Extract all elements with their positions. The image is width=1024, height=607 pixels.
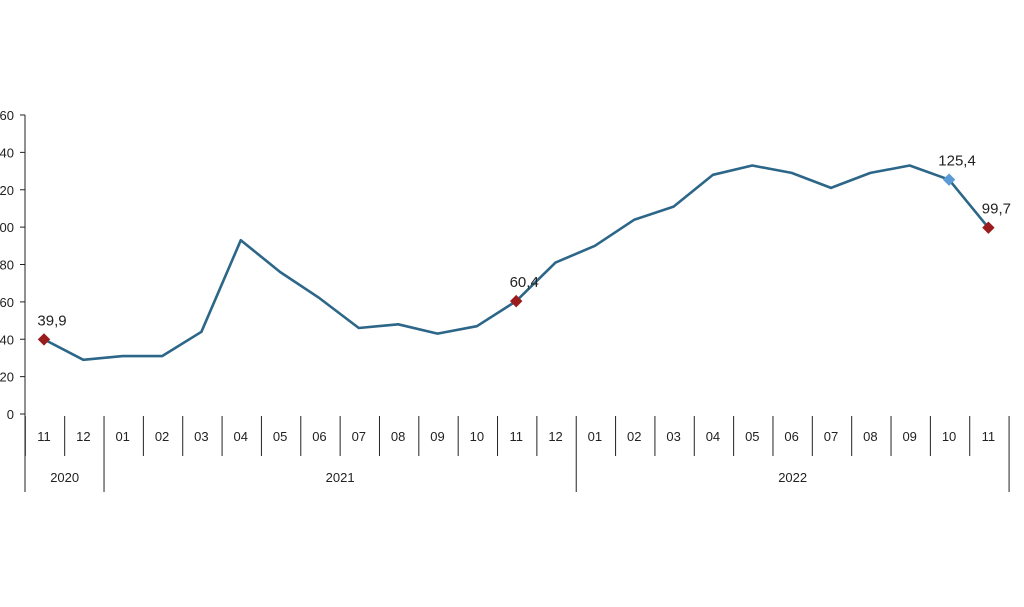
month-label: 09 <box>430 429 444 444</box>
data-label: 99,7 <box>982 201 1011 218</box>
y-tick-label: 60 <box>0 295 14 310</box>
y-tick-label: 140 <box>0 145 14 160</box>
month-label: 08 <box>391 429 405 444</box>
x-axis: 11 12 01 02 03 04 05 06 07 08 09 10 11 12 01 02 03 04 05 06… <box>24 416 1010 492</box>
month-label: 07 <box>352 429 366 444</box>
month-label: 03 <box>194 429 208 444</box>
y-tick-label: 20 <box>0 370 14 385</box>
year-label: 2022 <box>778 470 807 485</box>
month-label: 06 <box>784 429 798 444</box>
month-label: 03 <box>666 429 680 444</box>
y-tick-label: 100 <box>0 220 14 235</box>
month-label: 05 <box>745 429 759 444</box>
data-point-marker <box>982 221 995 234</box>
y-ticks: 0 20 40 60 80 100 120 140 160 <box>0 108 25 422</box>
month-label: 04 <box>234 429 248 444</box>
y-tick-label: 0 <box>7 407 14 422</box>
y-tick-label: 80 <box>0 258 14 273</box>
month-label: 08 <box>863 429 877 444</box>
month-label: 01 <box>588 429 602 444</box>
month-label: 01 <box>115 429 129 444</box>
year-label: 2021 <box>326 470 355 485</box>
month-label: 07 <box>824 429 838 444</box>
month-label: 09 <box>902 429 916 444</box>
annotations: 39,9 60,4 125,4 99,7 <box>37 153 1011 346</box>
data-label: 39,9 <box>37 312 66 329</box>
data-point-marker <box>37 333 51 346</box>
y-tick-label: 120 <box>0 183 14 198</box>
series-group <box>43 164 990 362</box>
month-label: 10 <box>942 429 956 444</box>
month-label: 04 <box>706 429 720 444</box>
series-line <box>43 164 990 362</box>
month-label: 12 <box>548 429 562 444</box>
month-label: 12 <box>76 429 90 444</box>
month-label: 06 <box>312 429 326 444</box>
y-tick-label: 160 <box>0 108 14 123</box>
month-label: 10 <box>470 429 484 444</box>
month-label: 11 <box>509 429 523 444</box>
month-label: 05 <box>273 429 287 444</box>
data-label: 125,4 <box>938 153 976 170</box>
month-label: 11 <box>982 429 996 444</box>
month-label: 02 <box>627 429 641 444</box>
month-label: 11 <box>37 429 51 444</box>
data-point-marker <box>509 294 523 308</box>
data-label: 60,4 <box>510 274 539 291</box>
data-point-marker <box>942 173 956 186</box>
month-label: 02 <box>155 429 169 444</box>
year-label: 2020 <box>50 470 79 485</box>
y-tick-label: 40 <box>0 332 14 347</box>
